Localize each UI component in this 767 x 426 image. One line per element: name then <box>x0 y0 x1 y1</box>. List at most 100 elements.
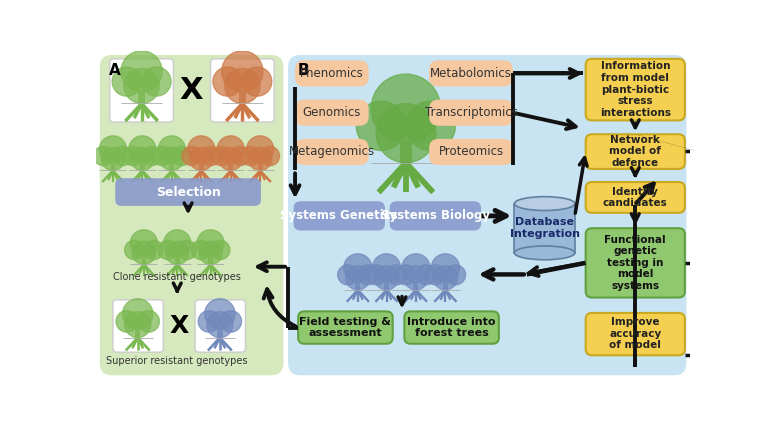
Circle shape <box>132 241 156 265</box>
Circle shape <box>222 51 263 92</box>
Bar <box>515 204 574 253</box>
FancyBboxPatch shape <box>288 55 686 375</box>
FancyBboxPatch shape <box>586 313 685 355</box>
Circle shape <box>101 147 124 170</box>
Circle shape <box>123 147 143 166</box>
Bar <box>110 163 115 170</box>
Text: Field testing &
assessment: Field testing & assessment <box>299 317 391 338</box>
Ellipse shape <box>515 246 574 260</box>
Text: Proteomics: Proteomics <box>439 146 504 158</box>
Circle shape <box>201 147 221 166</box>
Circle shape <box>241 147 260 166</box>
Circle shape <box>116 311 138 332</box>
Circle shape <box>142 67 171 96</box>
Circle shape <box>404 266 428 290</box>
Circle shape <box>138 311 160 332</box>
Circle shape <box>260 147 279 166</box>
FancyBboxPatch shape <box>295 60 369 86</box>
FancyBboxPatch shape <box>390 201 481 230</box>
Circle shape <box>130 147 154 170</box>
Bar <box>208 257 213 265</box>
Text: Systems Biology: Systems Biology <box>381 210 490 222</box>
Bar <box>138 92 145 104</box>
FancyBboxPatch shape <box>586 228 685 297</box>
Text: Selection: Selection <box>156 186 221 199</box>
Text: Network
model of
defence: Network model of defence <box>609 135 661 168</box>
Circle shape <box>113 147 132 166</box>
Circle shape <box>371 74 440 143</box>
Circle shape <box>188 136 215 163</box>
Text: X: X <box>170 314 189 338</box>
Circle shape <box>129 136 156 163</box>
Circle shape <box>100 136 127 163</box>
FancyBboxPatch shape <box>586 134 685 169</box>
Circle shape <box>153 147 172 166</box>
FancyBboxPatch shape <box>429 60 513 86</box>
Bar <box>135 329 140 337</box>
Circle shape <box>199 241 222 265</box>
Circle shape <box>124 68 160 104</box>
FancyBboxPatch shape <box>586 182 685 213</box>
Circle shape <box>182 147 201 166</box>
FancyBboxPatch shape <box>100 55 284 375</box>
Bar <box>384 282 389 290</box>
Text: Database
Integration: Database Integration <box>509 217 580 239</box>
Circle shape <box>396 265 416 285</box>
FancyBboxPatch shape <box>195 300 245 352</box>
Text: Functional
genetic
testing in
model
systems: Functional genetic testing in model syst… <box>604 235 666 291</box>
Text: Identify
candidates: Identify candidates <box>603 187 667 208</box>
Circle shape <box>402 254 430 282</box>
FancyBboxPatch shape <box>295 100 369 126</box>
Ellipse shape <box>515 197 574 210</box>
Text: Systems Genetics: Systems Genetics <box>281 210 398 222</box>
Bar <box>355 282 360 290</box>
FancyBboxPatch shape <box>429 100 513 126</box>
Text: X: X <box>179 76 203 105</box>
FancyBboxPatch shape <box>110 59 173 122</box>
FancyBboxPatch shape <box>294 201 385 230</box>
Circle shape <box>143 147 162 166</box>
Circle shape <box>121 51 162 92</box>
Circle shape <box>123 299 153 329</box>
Circle shape <box>225 68 260 104</box>
Circle shape <box>425 265 446 285</box>
Circle shape <box>249 147 272 170</box>
Circle shape <box>247 136 274 163</box>
Circle shape <box>112 67 142 96</box>
Circle shape <box>387 265 407 285</box>
Circle shape <box>376 104 436 163</box>
Text: Improve
accuracy
of model: Improve accuracy of model <box>609 317 661 350</box>
Text: A: A <box>109 63 120 78</box>
Bar <box>140 163 145 170</box>
Text: B: B <box>298 63 309 78</box>
Circle shape <box>177 240 196 259</box>
Bar <box>413 282 419 290</box>
Bar <box>258 163 262 170</box>
Text: Clone resistant genotypes: Clone resistant genotypes <box>114 272 241 282</box>
Circle shape <box>160 147 183 170</box>
FancyBboxPatch shape <box>211 59 274 122</box>
Bar <box>400 143 412 163</box>
Circle shape <box>189 147 213 170</box>
Circle shape <box>198 311 220 332</box>
FancyBboxPatch shape <box>295 139 369 165</box>
Circle shape <box>446 265 466 285</box>
Circle shape <box>158 136 186 163</box>
Bar <box>175 257 179 265</box>
Circle shape <box>211 240 230 259</box>
Circle shape <box>144 240 163 259</box>
Text: Superior resistant genotypes: Superior resistant genotypes <box>107 357 248 366</box>
Circle shape <box>357 101 406 150</box>
Bar <box>199 163 204 170</box>
Circle shape <box>125 312 151 337</box>
Circle shape <box>124 240 144 259</box>
Circle shape <box>213 67 242 96</box>
Text: Metagenomics: Metagenomics <box>288 146 374 158</box>
Circle shape <box>172 147 191 166</box>
Bar <box>443 282 448 290</box>
FancyBboxPatch shape <box>113 300 163 352</box>
Circle shape <box>205 299 235 329</box>
Bar <box>229 163 233 170</box>
Circle shape <box>220 311 242 332</box>
FancyBboxPatch shape <box>115 178 261 206</box>
